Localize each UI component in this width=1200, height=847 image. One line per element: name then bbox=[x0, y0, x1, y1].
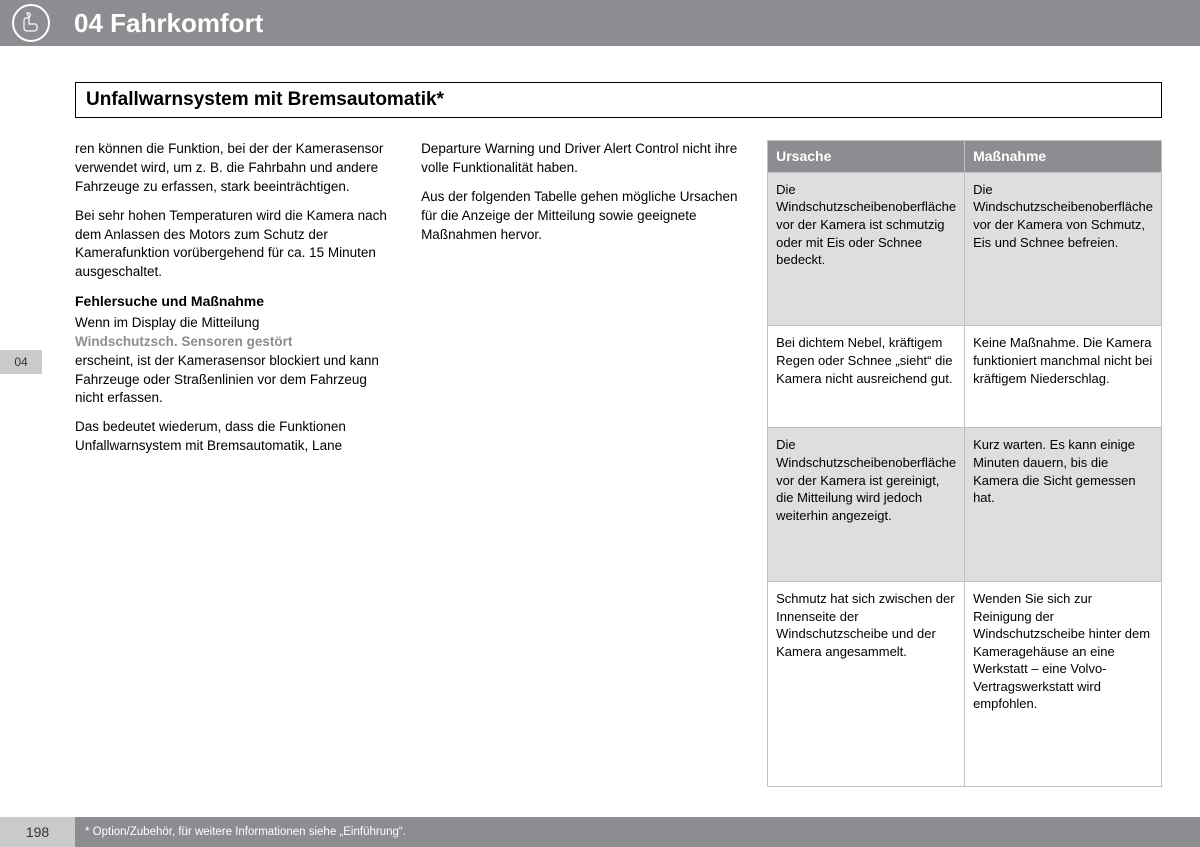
cell-action: Die Windschutzscheibenoberfläche vor der… bbox=[965, 172, 1162, 326]
page-number: 198 bbox=[0, 817, 75, 847]
cell-cause: Bei dichtem Nebel, kräftigem Regen oder … bbox=[768, 326, 965, 428]
col2-p2: Aus der folgenden Tabelle gehen mögliche… bbox=[421, 188, 739, 245]
col1-p3a: Wenn im Display die Mitteilung bbox=[75, 315, 259, 330]
col1-p3grey: Windschutzsch. Sensoren gestört bbox=[75, 334, 292, 349]
footer-bar: 198 * Option/Zubehör, für weitere Inform… bbox=[0, 817, 1200, 847]
cell-action: Wenden Sie sich zur Reinigung der Windsc… bbox=[965, 582, 1162, 787]
chapter-title: 04 Fahrkomfort bbox=[74, 8, 263, 39]
content-area: ren können die Funktion, bei der der Kam… bbox=[75, 140, 1162, 787]
subtitle-box: Unfallwarnsystem mit Bremsautomatik* bbox=[75, 82, 1162, 118]
cell-action: Keine Maßnahme. Die Kamera funktioniert … bbox=[965, 326, 1162, 428]
col1-p3b: erscheint, ist der Kamerasensor blockier… bbox=[75, 353, 379, 406]
seat-icon-wrap bbox=[8, 0, 54, 46]
table-row: Die Windschutzscheibenoberfläche vor der… bbox=[768, 172, 1162, 326]
th-cause: Ursache bbox=[768, 141, 965, 173]
seat-icon bbox=[12, 4, 50, 42]
column-1: ren können die Funktion, bei der der Kam… bbox=[75, 140, 393, 787]
cell-cause: Schmutz hat sich zwischen der Innenseite… bbox=[768, 582, 965, 787]
footer-note: * Option/Zubehör, für weitere Informatio… bbox=[85, 826, 406, 838]
table-row: Schmutz hat sich zwischen der Innenseite… bbox=[768, 582, 1162, 787]
col1-p1: ren können die Funktion, bei der der Kam… bbox=[75, 140, 393, 197]
cell-action: Kurz warten. Es kann einige Minuten daue… bbox=[965, 428, 1162, 582]
subtitle-text: Unfallwarnsystem mit Bremsautomatik* bbox=[86, 89, 1151, 111]
table-row: Die Windschutzscheibenoberfläche vor der… bbox=[768, 428, 1162, 582]
col1-p4: Das bedeutet wiederum, dass die Funktion… bbox=[75, 418, 393, 456]
table-row: Bei dichtem Nebel, kräftigem Regen oder … bbox=[768, 326, 1162, 428]
cell-cause: Die Windschutzscheibenoberfläche vor der… bbox=[768, 172, 965, 326]
col2-p1: Departure Warning und Driver Alert Contr… bbox=[421, 140, 739, 178]
col1-heading: Fehlersuche und Maßnahme bbox=[75, 292, 393, 312]
th-action: Maßnahme bbox=[965, 141, 1162, 173]
cell-cause: Die Windschutzscheibenoberfläche vor der… bbox=[768, 428, 965, 582]
column-2: Departure Warning und Driver Alert Contr… bbox=[421, 140, 739, 787]
table-body: Die Windschutzscheibenoberfläche vor der… bbox=[768, 172, 1162, 786]
side-tab: 04 bbox=[0, 350, 42, 374]
col1-p3: Wenn im Display die Mitteilung Windschut… bbox=[75, 314, 393, 408]
cause-action-table: Ursache Maßnahme Die Windschutzscheibeno… bbox=[767, 140, 1162, 787]
header-bar: 04 Fahrkomfort bbox=[0, 0, 1200, 46]
col1-p2: Bei sehr hohen Temperaturen wird die Kam… bbox=[75, 207, 393, 283]
